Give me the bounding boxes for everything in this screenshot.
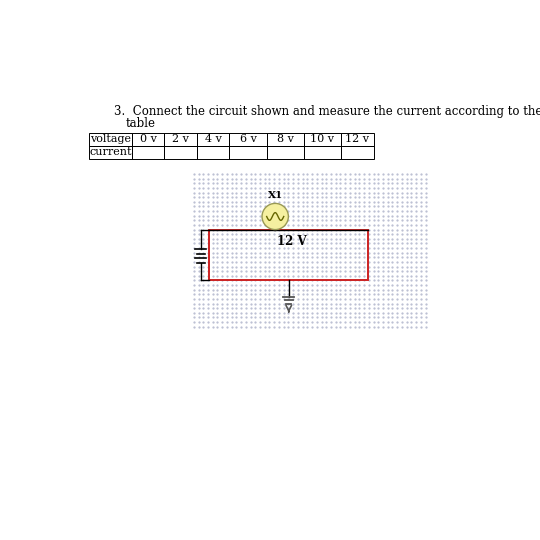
Text: current: current: [89, 147, 132, 157]
Text: 2 v: 2 v: [172, 134, 189, 144]
Text: 12 v: 12 v: [346, 134, 369, 144]
Text: X1: X1: [268, 191, 283, 200]
Text: 8 v: 8 v: [277, 134, 294, 144]
Text: 10 v: 10 v: [310, 134, 334, 144]
Text: 0 v: 0 v: [140, 134, 157, 144]
Text: 12 V: 12 V: [277, 235, 306, 248]
Text: table: table: [126, 117, 156, 130]
Text: 4 v: 4 v: [205, 134, 221, 144]
Text: voltage: voltage: [90, 134, 131, 144]
Text: 3.  Connect the circuit shown and measure the current according to the: 3. Connect the circuit shown and measure…: [114, 105, 540, 118]
Circle shape: [262, 204, 288, 230]
Text: 6 v: 6 v: [240, 134, 256, 144]
